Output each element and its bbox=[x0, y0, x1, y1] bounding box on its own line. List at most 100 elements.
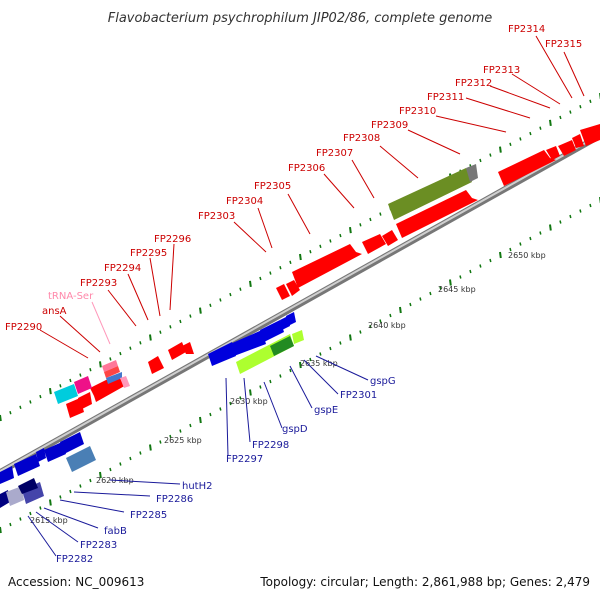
tick-mark bbox=[589, 99, 592, 104]
gene-label[interactable]: FP2308 bbox=[343, 133, 380, 144]
gene-feature[interactable] bbox=[286, 280, 300, 296]
gene-feature[interactable] bbox=[558, 140, 576, 156]
gene-label[interactable]: fabB bbox=[104, 526, 127, 537]
tick-mark bbox=[509, 142, 512, 146]
trna-feature[interactable] bbox=[104, 366, 120, 378]
gene-feature[interactable] bbox=[148, 356, 164, 374]
tick-mark bbox=[449, 279, 452, 286]
gene-label[interactable]: gspE bbox=[314, 405, 338, 416]
gene-label[interactable]: FP2293 bbox=[80, 278, 117, 289]
tick-mark bbox=[99, 471, 102, 479]
tick-mark bbox=[119, 351, 122, 356]
gene-label[interactable]: FP2304 bbox=[226, 196, 263, 207]
gene-feature[interactable] bbox=[580, 124, 600, 146]
gene-label[interactable]: gspD bbox=[282, 424, 308, 435]
tick-mark bbox=[359, 223, 362, 227]
gene-feature[interactable] bbox=[182, 342, 194, 354]
gene-feature[interactable] bbox=[36, 448, 46, 462]
gene-label[interactable]: FP2290 bbox=[5, 322, 42, 333]
gene-feature[interactable] bbox=[0, 466, 14, 484]
gene-feature[interactable] bbox=[292, 244, 362, 288]
gene-label[interactable]: FP2303 bbox=[198, 211, 235, 222]
gene-feature[interactable] bbox=[382, 230, 398, 246]
gene-label[interactable]: FP2296 bbox=[154, 234, 191, 245]
gene-feature[interactable] bbox=[18, 478, 38, 494]
tick-mark bbox=[559, 115, 562, 120]
tick-mark bbox=[529, 131, 532, 136]
gene-feature[interactable] bbox=[292, 330, 304, 344]
tick-mark bbox=[369, 324, 372, 329]
gene-feature[interactable] bbox=[362, 234, 386, 254]
gene-label[interactable]: FP2307 bbox=[316, 148, 353, 159]
gene-label[interactable]: FP2305 bbox=[254, 181, 291, 192]
gene-label[interactable]: FP2315 bbox=[545, 39, 582, 50]
gene-label[interactable]: tRNA-Ser bbox=[48, 291, 94, 302]
tick-mark bbox=[289, 368, 292, 373]
gene-label[interactable]: FP2311 bbox=[427, 92, 464, 103]
gene-feature[interactable] bbox=[388, 168, 472, 220]
tick-mark bbox=[249, 280, 252, 287]
gene-feature[interactable] bbox=[74, 376, 92, 394]
gene-label[interactable]: gspG bbox=[370, 376, 396, 387]
gene-label[interactable]: FP2285 bbox=[130, 510, 167, 521]
gene-feature[interactable] bbox=[66, 446, 96, 472]
gene-feature[interactable] bbox=[66, 398, 84, 418]
tick-mark bbox=[309, 249, 312, 254]
gene-label[interactable]: FP2301 bbox=[340, 390, 377, 401]
gene-feature[interactable] bbox=[286, 312, 296, 326]
gene-label[interactable]: FP2283 bbox=[80, 540, 117, 551]
gene-feature[interactable] bbox=[270, 336, 294, 356]
gene-label[interactable]: FP2286 bbox=[156, 494, 193, 505]
tick-mark bbox=[179, 319, 182, 324]
gene-feature[interactable] bbox=[60, 432, 84, 454]
gene-feature[interactable] bbox=[120, 376, 130, 388]
gene-label[interactable]: FP2298 bbox=[252, 440, 289, 451]
gene-feature[interactable] bbox=[54, 384, 78, 404]
gene-label[interactable]: FP2294 bbox=[104, 263, 141, 274]
topology-text: Topology: circular; Length: 2,861,988 bp… bbox=[259, 575, 590, 589]
gene-label[interactable]: FP2312 bbox=[455, 78, 492, 89]
gene-feature[interactable] bbox=[208, 342, 236, 366]
gene-label[interactable]: FP2313 bbox=[483, 65, 520, 76]
gene-feature[interactable] bbox=[466, 164, 478, 182]
gene-feature[interactable] bbox=[396, 190, 478, 238]
tick-mark bbox=[239, 287, 242, 291]
gene-feature[interactable] bbox=[168, 342, 186, 360]
tick-mark bbox=[149, 444, 152, 451]
tick-mark bbox=[279, 266, 282, 270]
tick-mark bbox=[169, 434, 172, 439]
gene-feature[interactable] bbox=[572, 134, 584, 148]
scale-tick-label: 2650 kbp bbox=[508, 251, 546, 260]
gene-feature[interactable] bbox=[90, 374, 128, 402]
gene-feature[interactable] bbox=[106, 372, 122, 384]
tick-mark bbox=[399, 306, 402, 314]
tick-mark bbox=[389, 313, 392, 318]
tick-mark bbox=[39, 506, 42, 510]
gene-label[interactable]: ansA bbox=[42, 306, 67, 317]
gene-feature[interactable] bbox=[44, 442, 66, 462]
gene-feature[interactable] bbox=[276, 284, 290, 300]
gene-feature[interactable] bbox=[230, 330, 266, 356]
gene-feature[interactable] bbox=[260, 320, 284, 342]
gene-label[interactable]: FP2295 bbox=[130, 248, 167, 259]
gene-feature[interactable] bbox=[22, 482, 44, 504]
trna-feature[interactable] bbox=[102, 360, 118, 372]
gene-feature[interactable] bbox=[546, 146, 560, 160]
tick-mark bbox=[589, 203, 592, 208]
tick-mark bbox=[539, 231, 542, 235]
gene-label[interactable]: FP2282 bbox=[56, 554, 93, 565]
accession-text: Accession: NC_009613 bbox=[8, 575, 144, 589]
gene-label[interactable]: FP2309 bbox=[371, 120, 408, 131]
gene-feature[interactable] bbox=[6, 486, 24, 506]
gene-label[interactable]: FP2310 bbox=[399, 106, 436, 117]
gene-label[interactable]: FP2314 bbox=[508, 24, 545, 35]
gene-label[interactable]: hutH2 bbox=[182, 481, 212, 492]
tick-mark bbox=[0, 526, 2, 534]
scale-tick-label: 2615 kbp bbox=[30, 516, 68, 525]
gene-label[interactable]: FP2297 bbox=[226, 454, 263, 465]
gene-feature[interactable] bbox=[14, 454, 40, 476]
tick-mark bbox=[259, 385, 262, 389]
tick-mark bbox=[129, 456, 132, 461]
gene-feature[interactable] bbox=[498, 150, 556, 186]
gene-label[interactable]: FP2306 bbox=[288, 163, 325, 174]
